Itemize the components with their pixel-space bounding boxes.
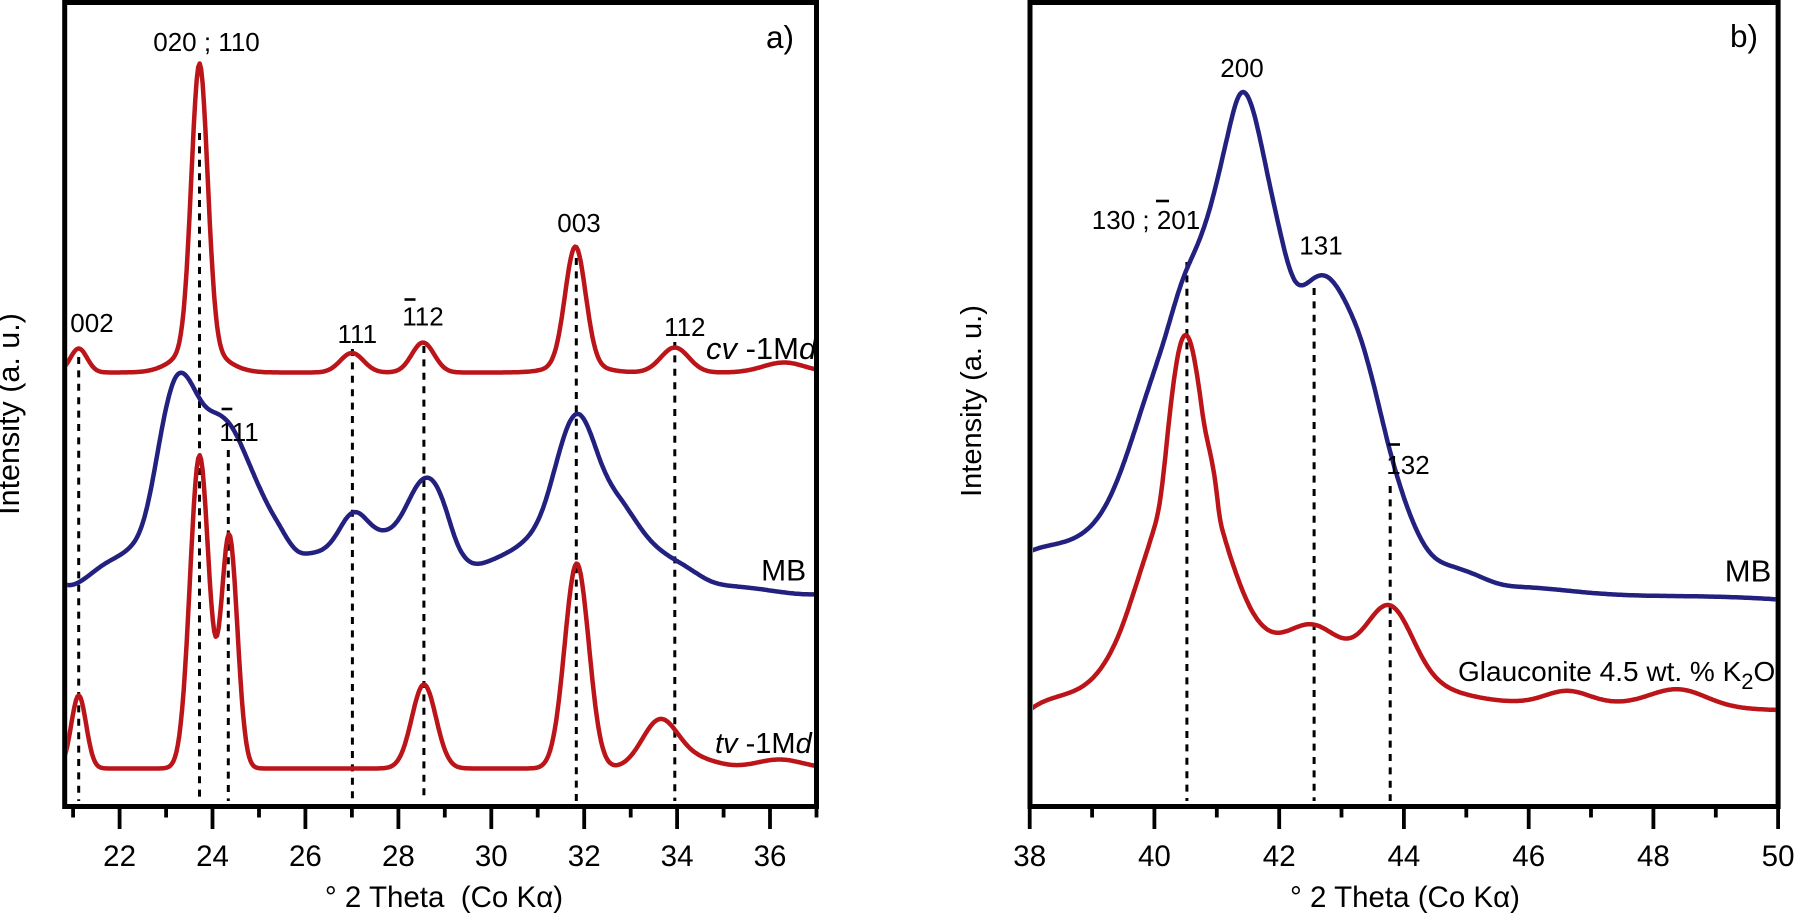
svg-text:b): b)	[1730, 18, 1758, 54]
svg-text:131: 131	[1299, 231, 1342, 261]
svg-text:38: 38	[1013, 840, 1046, 873]
svg-text:Intensity (a. u.): Intensity (a. u.)	[0, 313, 26, 515]
svg-text:50: 50	[1762, 840, 1795, 873]
svg-text:112: 112	[402, 301, 443, 331]
svg-text:42: 42	[1263, 840, 1296, 873]
svg-text:132: 132	[1386, 450, 1429, 480]
svg-text:28: 28	[382, 840, 415, 873]
svg-text:MB: MB	[1725, 554, 1772, 589]
svg-text:Intensity (a. u.): Intensity (a. u.)	[956, 305, 988, 497]
svg-text:MB: MB	[761, 555, 806, 588]
svg-text:40: 40	[1138, 840, 1171, 873]
svg-text:32: 32	[568, 840, 601, 873]
svg-text:° 2 Theta (Co Kα): ° 2 Theta (Co Kα)	[325, 881, 563, 913]
svg-text:112: 112	[664, 312, 705, 342]
svg-text:46: 46	[1512, 840, 1545, 873]
svg-text:34: 34	[661, 840, 694, 873]
svg-text:30: 30	[475, 840, 508, 873]
svg-text:130 ; 201: 130 ; 201	[1092, 205, 1200, 235]
svg-text:cv -1Md: cv -1Md	[706, 331, 818, 366]
svg-text:tv -1Md: tv -1Md	[715, 728, 813, 760]
svg-text:200: 200	[1220, 53, 1263, 83]
svg-text:003: 003	[557, 208, 600, 238]
svg-text:002: 002	[70, 308, 113, 338]
svg-text:36: 36	[754, 840, 787, 873]
svg-text:22: 22	[103, 840, 136, 873]
svg-text:44: 44	[1387, 840, 1420, 873]
svg-text:° 2 Theta (Co Kα): ° 2 Theta (Co Kα)	[1290, 881, 1520, 913]
svg-text:26: 26	[289, 840, 322, 873]
svg-text:a): a)	[766, 19, 794, 55]
svg-text:111: 111	[338, 319, 378, 349]
svg-text:020 ; 110: 020 ; 110	[153, 27, 260, 57]
svg-text:24: 24	[196, 840, 229, 873]
svg-text:48: 48	[1637, 840, 1670, 873]
svg-text:111: 111	[219, 417, 259, 447]
